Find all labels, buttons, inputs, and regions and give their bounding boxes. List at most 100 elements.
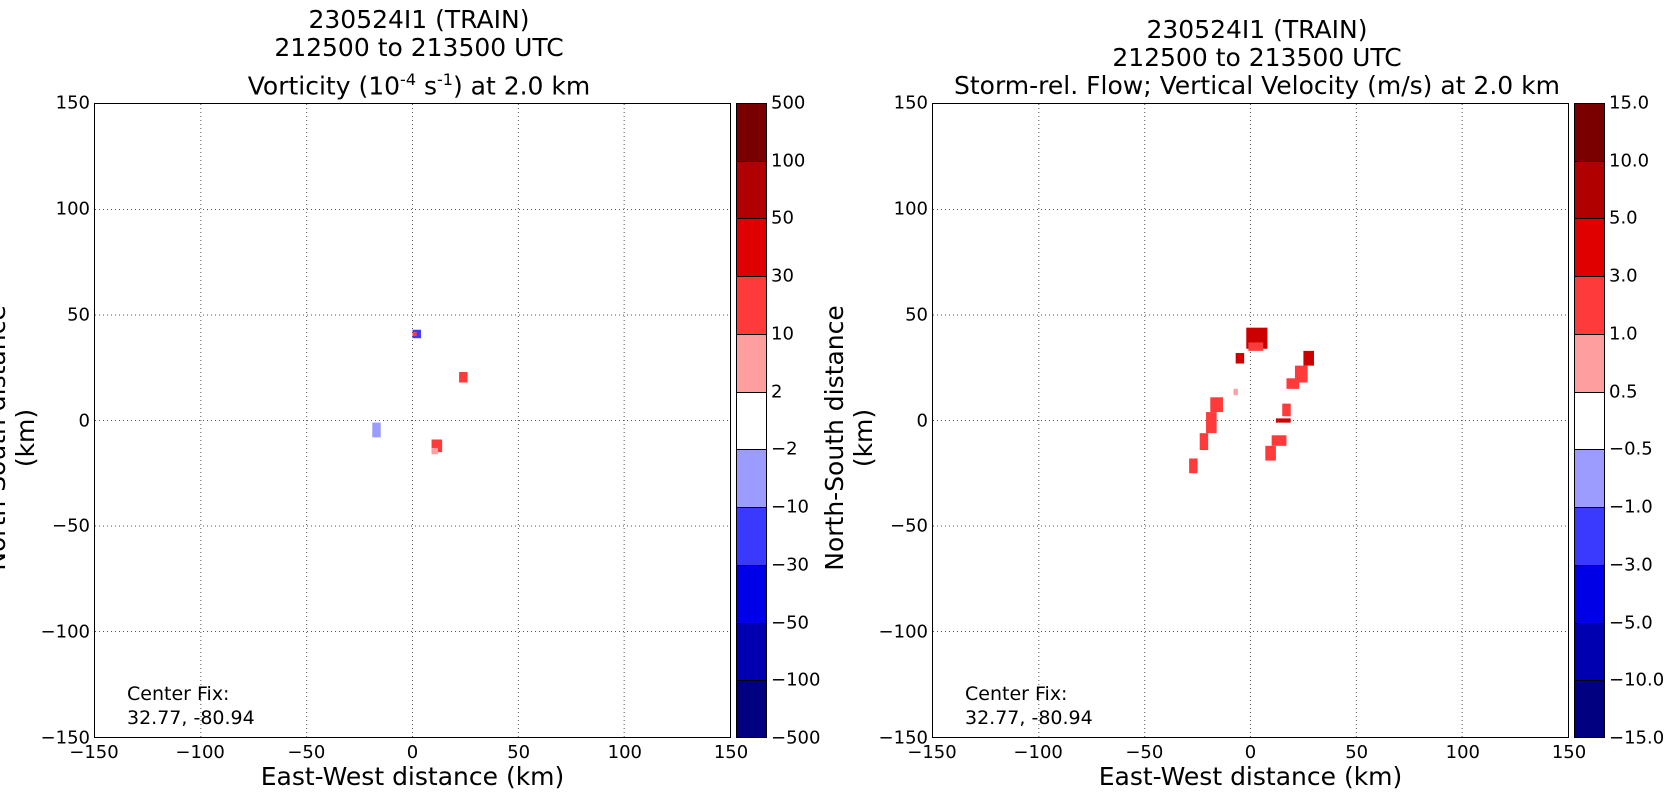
y-tick-label: 50 xyxy=(67,304,90,326)
colorbar-tick-label: −3.0 xyxy=(1609,554,1653,576)
x-tick-label: −50 xyxy=(287,742,326,763)
colorbar-tick-label: −10 xyxy=(771,496,809,518)
colorbar-tick-label: −100 xyxy=(771,669,821,691)
center-fix-annotation: Center Fix: 32.77, -80.94 xyxy=(127,682,255,730)
plot-area xyxy=(932,103,1569,738)
subtitle-mid: s xyxy=(416,71,437,101)
field-cell-cluster xyxy=(431,447,438,455)
x-tick-label: −100 xyxy=(175,742,225,763)
y-tick-label: −100 xyxy=(878,621,928,643)
y-tick-label: −50 xyxy=(52,515,90,537)
x-axis-label: East-West distance (km) xyxy=(1098,762,1403,791)
colorbar-tick-label: 1.0 xyxy=(1609,323,1638,345)
annotation-line-1: Center Fix: xyxy=(965,683,1068,705)
colorbar-tick-label: 50 xyxy=(771,207,794,229)
subtitle-exp-2: -1 xyxy=(436,70,453,89)
colorbar-tick-label: −10.0 xyxy=(1609,669,1665,691)
x-tick-label: 150 xyxy=(1551,742,1587,763)
colorbar-segment xyxy=(737,334,766,393)
colorbar-tick-label: −0.5 xyxy=(1609,438,1653,460)
vorticity-panel: 230524I1 (TRAIN) 212500 to 213500 UTC Vo… xyxy=(0,0,838,797)
field-cell-cluster xyxy=(412,331,417,337)
field-cell-cluster xyxy=(1265,445,1276,461)
colorbar-segment xyxy=(737,450,766,509)
colorbar-segment xyxy=(1575,508,1604,566)
colorbar xyxy=(1574,103,1605,738)
colorbar-tick-label: 3.0 xyxy=(1609,265,1638,287)
colorbar-segment xyxy=(737,161,766,220)
colorbar-segment xyxy=(1575,681,1604,737)
colorbar-tick-label: −5.0 xyxy=(1609,612,1653,634)
x-tick-label: −100 xyxy=(1013,742,1063,763)
colorbar-tick-label: −15.0 xyxy=(1609,727,1665,749)
x-tick-label: 50 xyxy=(507,742,531,763)
subtitle-exp-1: -4 xyxy=(400,70,416,89)
colorbar-tick-label: 500 xyxy=(771,92,806,114)
field-cell-cluster xyxy=(1271,435,1287,446)
colorbar-segment xyxy=(737,219,766,278)
x-tick-label: −50 xyxy=(1125,742,1164,763)
annotation-line-2: 32.77, -80.94 xyxy=(127,707,255,729)
chart-title-line-1: 230524I1 (TRAIN) xyxy=(1146,15,1368,44)
y-tick-label: −150 xyxy=(40,727,90,749)
y-tick-label: 0 xyxy=(916,410,928,431)
colorbar-segment xyxy=(737,681,766,737)
colorbar-segment xyxy=(1575,219,1604,278)
field-cell-cluster xyxy=(372,422,381,438)
colorbar-tick-label: 2 xyxy=(771,381,783,403)
y-tick-label: 100 xyxy=(893,198,928,220)
plot-svg xyxy=(95,104,730,737)
chart-title-line-1: 230524I1 (TRAIN) xyxy=(308,5,530,34)
colorbar-segment xyxy=(1575,565,1604,624)
plot-area xyxy=(94,103,731,738)
x-tick-label: 100 xyxy=(607,742,643,763)
colorbar-segment xyxy=(737,623,766,682)
x-tick-label: −150 xyxy=(69,742,119,763)
field-cell-cluster xyxy=(1199,433,1209,451)
x-axis-label: East-West distance (km) xyxy=(260,762,565,791)
plot-svg xyxy=(933,104,1568,737)
colorbar-tick-label: −50 xyxy=(771,612,809,634)
y-axis-label: North-South distance (km) xyxy=(820,305,878,571)
colorbar-tick-label: 100 xyxy=(771,150,806,172)
colorbar-tick-label: 10.0 xyxy=(1609,150,1650,172)
field-cell-cluster xyxy=(1210,397,1223,413)
colorbar-tick-label: 0.5 xyxy=(1609,381,1638,403)
x-tick-label: 50 xyxy=(1345,742,1369,763)
colorbar-segment xyxy=(1575,392,1604,451)
colorbar-tick-label: 30 xyxy=(771,265,794,287)
colorbar-segment xyxy=(737,392,766,451)
center-fix-annotation: Center Fix: 32.77, -80.94 xyxy=(965,682,1093,730)
field-cell-cluster xyxy=(1286,378,1300,389)
colorbar-tick-label: −30 xyxy=(771,554,809,576)
field-cell-cluster xyxy=(1282,403,1291,417)
y-tick-label: 150 xyxy=(55,92,90,114)
chart-title-line-2: 212500 to 213500 UTC xyxy=(274,33,564,62)
colorbar-segment xyxy=(737,508,766,566)
field-cell-cluster xyxy=(1233,388,1238,396)
vertical-velocity-panel: 230524I1 (TRAIN) 212500 to 213500 UTC St… xyxy=(820,0,1676,797)
chart-subtitle: Vorticity (10-4 s-1) at 2.0 km xyxy=(0,66,838,100)
field-cell-cluster xyxy=(1206,412,1217,434)
colorbar-tick-label: 15.0 xyxy=(1609,92,1650,114)
colorbar-tick-label: −1.0 xyxy=(1609,496,1653,518)
x-tick-label: 150 xyxy=(713,742,749,763)
colorbar-tick-label: 10 xyxy=(771,323,794,345)
colorbar-segment xyxy=(1575,104,1604,162)
y-axis-label: North-South distance (km) xyxy=(0,305,40,571)
annotation-line-1: Center Fix: xyxy=(127,683,230,705)
y-tick-label: −50 xyxy=(890,515,928,537)
x-tick-label: 100 xyxy=(1445,742,1481,763)
colorbar-segment xyxy=(1575,277,1604,335)
colorbar-segment xyxy=(1575,334,1604,393)
field-cell-cluster xyxy=(459,371,468,383)
colorbar-tick-label: −2 xyxy=(771,438,798,460)
colorbar-segment xyxy=(1575,450,1604,509)
field-cell-cluster xyxy=(431,439,443,453)
annotation-line-2: 32.77, -80.94 xyxy=(965,707,1093,729)
colorbar-tick-label: −500 xyxy=(771,727,821,749)
colorbar-segment xyxy=(1575,161,1604,220)
x-tick-label: −150 xyxy=(907,742,957,763)
subtitle-post: ) at 2.0 km xyxy=(452,71,591,101)
x-tick-label: 0 xyxy=(406,742,419,763)
